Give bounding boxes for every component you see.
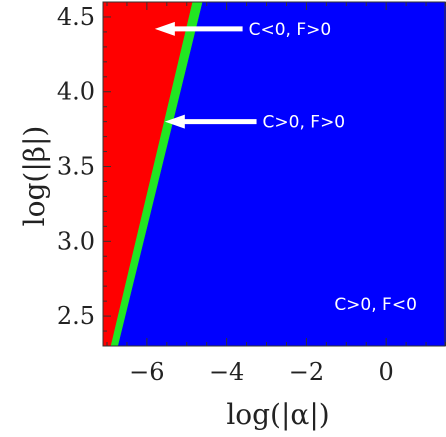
y-axis-title: log(|β|): [18, 126, 51, 227]
y-tick-label: 3.5: [57, 153, 95, 181]
x-tick-label: 0: [379, 358, 394, 386]
axes-layer: −6 −4 −2 0 2.5 3.0 3.5 4.0 4.5: [57, 1, 446, 386]
y-tick-label: 2.5: [57, 302, 95, 330]
plot-frame: [102, 1, 446, 347]
x-tick-label: −4: [209, 358, 244, 386]
annotation-label-3: C>0, F<0: [334, 295, 417, 315]
x-axis-title: log(|α|): [226, 398, 329, 431]
annotation-label-2: C>0, F>0: [263, 113, 346, 133]
annotation-arrow-head-1: [154, 21, 175, 36]
y-tick-label: 3.0: [57, 227, 95, 255]
y-tick-label: 4.5: [57, 3, 95, 31]
x-tick-label: −2: [289, 358, 324, 386]
plot-area: [102, 1, 446, 347]
x-tick-label: −6: [129, 358, 164, 386]
y-tick-label: 4.0: [57, 78, 95, 106]
annotation-label-1: C<0, F>0: [249, 20, 332, 40]
annotation-arrow-head-2: [164, 114, 185, 129]
annotations-layer: C<0, F>0 C>0, F>0 C>0, F<0: [154, 20, 417, 315]
